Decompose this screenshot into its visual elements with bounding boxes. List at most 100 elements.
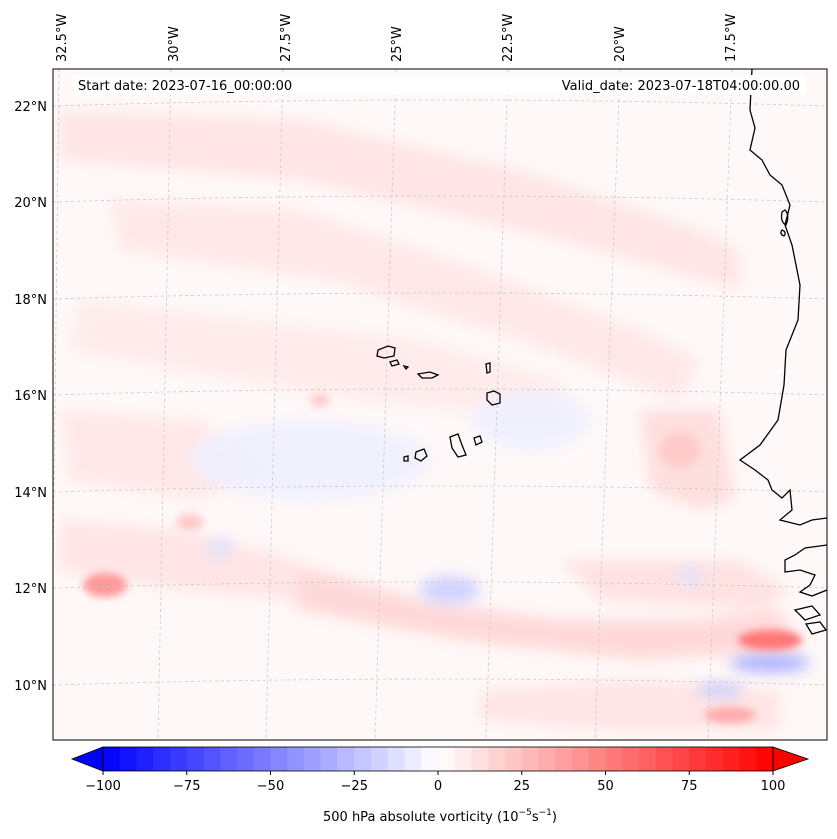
colorbar-low-extend	[70, 746, 104, 772]
positive-maximum	[704, 707, 756, 723]
colorbar-cell	[756, 747, 774, 771]
colorbar-cell	[471, 747, 489, 771]
parallel-line	[53, 388, 827, 396]
island-sal	[485, 362, 491, 374]
colorbar-cell	[253, 747, 271, 771]
colorbar-cell	[337, 747, 355, 771]
colorbar-tick-label: −25	[341, 779, 368, 794]
gridlines	[53, 69, 827, 740]
colorbar-cell	[153, 747, 171, 771]
lon-label: 32.5°W	[55, 14, 70, 62]
negative-patch	[676, 567, 704, 585]
colorbar-label-text: 500 hPa absolute vorticity (10	[323, 810, 519, 825]
colorbar-cell	[387, 747, 405, 771]
colorbar-cell	[572, 747, 590, 771]
meridian-line	[374, 69, 397, 740]
latitude-labels: 22°N 20°N 18°N 16°N 14°N 12°N 10°N	[14, 100, 47, 694]
africa-coastline	[738, 68, 828, 526]
island-maio	[473, 435, 483, 446]
colorbar-cell	[136, 747, 154, 771]
lat-label: 12°N	[14, 582, 47, 597]
colorbar-cell	[421, 747, 439, 771]
vorticity-band	[270, 560, 800, 660]
colorbar-cell	[538, 747, 556, 771]
meridian-line	[707, 69, 733, 740]
island-sao-nicolau	[416, 371, 440, 379]
meridian-line	[594, 69, 621, 740]
parallel-line	[53, 581, 827, 589]
colorbar-label-close: )	[552, 810, 557, 825]
colorbar-cell	[689, 747, 707, 771]
lat-label: 14°N	[14, 486, 47, 501]
colorbar-cell	[588, 747, 606, 771]
meridian-line	[265, 69, 284, 740]
coastal-island	[780, 229, 786, 237]
colorbar-cell	[170, 747, 188, 771]
colorbar-tick-label: 25	[513, 779, 530, 794]
negative-patch	[470, 390, 590, 450]
lat-label: 10°N	[14, 679, 47, 694]
colorbar-cell	[739, 747, 757, 771]
colorbar-tick-label: 0	[434, 779, 442, 794]
africa-coastline	[784, 544, 828, 597]
colorbar-cell	[555, 747, 573, 771]
colorbar-cell	[605, 747, 623, 771]
positive-maximum	[176, 514, 204, 530]
colorbar-cell	[505, 747, 523, 771]
colorbar-cell	[354, 747, 372, 771]
colorbar-cell	[220, 747, 238, 771]
colorbar-cell	[237, 747, 255, 771]
colorbar-cells	[103, 747, 774, 771]
colorbar-cell	[722, 747, 740, 771]
island-santo-antao	[376, 345, 396, 359]
colorbar-cell	[639, 747, 657, 771]
lat-label: 20°N	[14, 196, 47, 211]
colorbar-label-unit-exponent: −1	[539, 808, 552, 818]
colorbar-cell	[521, 747, 539, 771]
colorbar-cell	[488, 747, 506, 771]
lon-label: 25°W	[390, 26, 405, 62]
lat-label: 18°N	[14, 293, 47, 308]
vorticity-band	[560, 560, 790, 610]
colorbar-cell	[454, 747, 472, 771]
colorbar-tick-label: −100	[85, 779, 121, 794]
positive-maximum	[738, 630, 802, 650]
lon-label: 17.5°W	[724, 14, 739, 62]
colorbar-cell	[287, 747, 305, 771]
colorbar-cell	[270, 747, 288, 771]
colorbar: −100 −75 −50 −25 0 25 50 75 100 500 hPa absolute…	[70, 746, 810, 825]
parallel-line	[53, 99, 827, 107]
lon-label: 20°W	[613, 26, 628, 62]
colorbar-cell	[622, 747, 640, 771]
colorbar-label-unit: s	[532, 810, 539, 825]
map-frame	[52, 68, 828, 741]
island-brava	[403, 455, 409, 462]
colorbar-cell	[320, 747, 338, 771]
island-santa-luzia	[402, 364, 410, 371]
longitude-labels: 32.5°W 30°W 27.5°W 25°W 22.5°W 20°W 17.5…	[55, 14, 739, 62]
negative-patch	[206, 538, 234, 558]
positive-maximum	[660, 432, 700, 468]
island-fogo	[414, 448, 428, 462]
colorbar-cell	[404, 747, 422, 771]
meridian-line	[157, 69, 172, 740]
negative-patch	[420, 576, 480, 604]
parallel-line	[53, 678, 827, 686]
colorbar-tick-label: 50	[597, 779, 614, 794]
lon-label: 22.5°W	[501, 14, 516, 62]
colorbar-tick-label: 75	[681, 779, 698, 794]
colorbar-label: 500 hPa absolute vorticity (10−5s−1)	[323, 808, 557, 825]
negative-patch	[696, 682, 744, 698]
positive-maximum	[83, 573, 127, 597]
lat-label: 22°N	[14, 100, 47, 115]
parallel-line	[53, 195, 827, 203]
colorbar-cell	[672, 747, 690, 771]
colorbar-tick-label: 100	[761, 779, 786, 794]
valid-date-label: Valid_date: 2023-07-18T04:00:00.00	[562, 79, 800, 94]
coastal-island	[780, 209, 789, 226]
colorbar-high-extend	[772, 746, 810, 772]
parallel-line	[53, 292, 827, 300]
colorbar-cell	[203, 747, 221, 771]
colorbar-cell	[371, 747, 389, 771]
